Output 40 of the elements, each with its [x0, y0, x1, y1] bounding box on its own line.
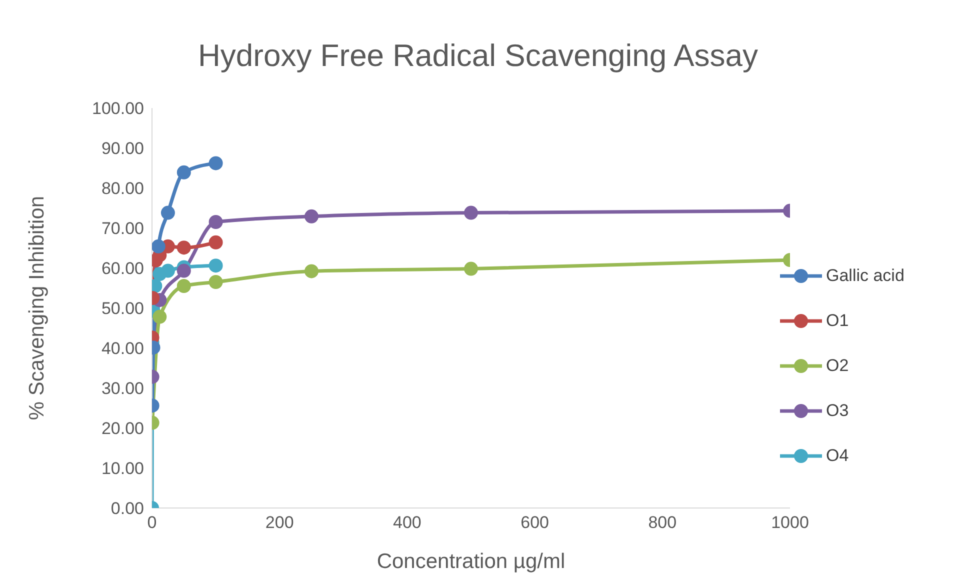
x-axis-title: Concentration µg/ml: [376, 550, 566, 573]
y-tick-label: 30.00: [101, 379, 144, 398]
point: [176, 279, 191, 293]
point: [304, 264, 318, 278]
point: [152, 310, 167, 324]
point: [176, 264, 191, 278]
point: [160, 264, 175, 278]
x-tick-label: 0: [147, 513, 157, 532]
point: [208, 258, 223, 273]
y-tick-label: 40.00: [101, 339, 144, 358]
legend-label: O1: [826, 310, 849, 330]
legend-label: O3: [826, 400, 849, 420]
y-tick-label: 100.00: [92, 99, 144, 118]
x-tick-label: 1000: [771, 513, 809, 532]
point: [304, 209, 318, 224]
point: [152, 239, 166, 254]
y-tick-label: 90.00: [101, 139, 144, 158]
point: [176, 240, 191, 255]
y-tick-label: 10.00: [101, 459, 144, 478]
legend-label: Gallic acid: [826, 266, 904, 286]
y-tick-label: 20.00: [101, 419, 144, 438]
x-tick-label: 400: [393, 513, 422, 532]
point: [160, 206, 175, 220]
chart-title: Hydroxy Free Radical Scavenging Assay: [197, 38, 759, 74]
point: [208, 235, 223, 250]
point: [208, 215, 223, 229]
x-tick-label: 200: [265, 513, 294, 532]
y-tick-label: 50.00: [101, 299, 144, 318]
legend-label: O4: [826, 446, 849, 466]
y-tick-label: 80.00: [101, 179, 144, 198]
y-tick-label: 60.00: [101, 259, 144, 278]
y-axis-title: % Scavenging Inhibition: [25, 196, 48, 420]
x-tick-label: 800: [648, 513, 677, 532]
point: [176, 165, 191, 180]
x-tick-label: 600: [520, 513, 549, 532]
point: [208, 275, 223, 289]
legend-label: O2: [826, 356, 849, 376]
y-tick-label: 0.00: [110, 499, 144, 518]
point: [208, 156, 223, 170]
y-tick-label: 70.00: [101, 219, 144, 238]
